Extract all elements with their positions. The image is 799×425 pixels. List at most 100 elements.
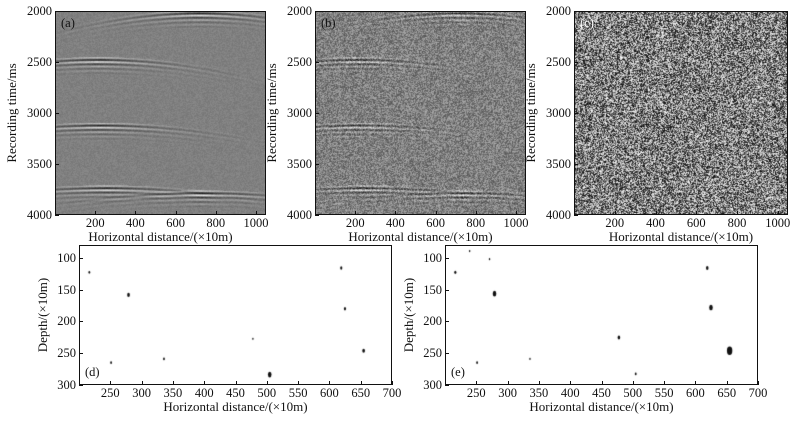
y-tick-mark — [55, 215, 59, 216]
scatter-image — [446, 246, 757, 384]
y-tick-mark — [79, 385, 83, 386]
x-tick-mark — [172, 381, 174, 385]
y-tick-label: 3000 — [546, 106, 571, 120]
x-tick-mark — [632, 381, 634, 385]
x-tick-label: 800 — [206, 216, 226, 230]
x-tick-mark — [475, 211, 477, 215]
x-tick-mark — [538, 381, 540, 385]
y-tick-mark — [574, 164, 578, 165]
x-tick-mark — [255, 211, 257, 215]
x-tick-label: 500 — [257, 386, 277, 400]
x-tick-mark — [737, 211, 739, 215]
x-tick-label: 650 — [351, 386, 371, 400]
x-tick-mark — [175, 211, 177, 215]
y-tick-mark — [445, 257, 449, 259]
y-axis-label: Recording time/ms — [264, 63, 279, 163]
x-tick-mark — [360, 381, 362, 385]
x-axis-label: Horizontal distance/(×10m) — [88, 229, 233, 244]
panel-label: (b) — [321, 16, 336, 30]
y-tick-mark — [55, 11, 59, 12]
y-tick-label: 100 — [57, 250, 76, 265]
x-tick-label: 600 — [686, 386, 705, 400]
y-tick-label: 3500 — [287, 157, 312, 171]
x-axis-label: Horizontal distance/(×10m) — [608, 229, 754, 244]
y-tick-label: 4000 — [27, 208, 52, 222]
y-tick-mark — [574, 215, 578, 216]
y-tick-mark — [445, 321, 449, 323]
y-tick-label: 2500 — [546, 55, 571, 69]
y-tick-mark — [574, 113, 578, 114]
x-tick-mark — [204, 381, 206, 385]
y-tick-label: 250 — [57, 346, 76, 361]
x-tick-mark — [298, 381, 300, 385]
x-tick-label: 300 — [132, 386, 151, 400]
y-tick-mark — [79, 353, 83, 355]
panel-label: (d) — [85, 365, 100, 379]
x-tick-mark — [507, 381, 509, 385]
y-tick-mark — [574, 11, 578, 12]
y-tick-label: 300 — [57, 378, 76, 392]
y-tick-label: 3000 — [287, 106, 312, 120]
y-tick-label: 3500 — [27, 157, 52, 171]
x-tick-label: 400 — [126, 216, 145, 230]
x-tick-label: 600 — [320, 386, 339, 400]
y-tick-label: 2500 — [287, 55, 312, 69]
x-tick-mark — [329, 381, 331, 385]
y-tick-mark — [445, 353, 449, 355]
x-tick-label: 450 — [592, 386, 611, 400]
panel-label: (e) — [451, 365, 465, 379]
x-tick-label: 450 — [226, 386, 245, 400]
x-tick-label: 200 — [85, 216, 105, 230]
x-tick-mark — [95, 211, 97, 215]
x-tick-mark — [476, 381, 478, 385]
y-tick-label: 2000 — [27, 4, 52, 18]
x-axis-label: Horizontal distance/(×10m) — [163, 399, 308, 414]
x-tick-label: 550 — [654, 386, 674, 400]
y-axis-label: Recording time/ms — [4, 63, 19, 163]
x-tick-mark — [110, 381, 112, 385]
y-tick-label: 4000 — [287, 208, 312, 222]
x-tick-label: 250 — [100, 386, 120, 400]
y-tick-label: 2000 — [546, 4, 571, 18]
x-tick-label: 600 — [166, 216, 185, 230]
x-tick-mark — [435, 211, 437, 215]
y-tick-label: 3500 — [546, 157, 571, 171]
y-axis-label: Depth/(×10m) — [35, 277, 50, 353]
plot-area — [55, 11, 266, 215]
x-tick-mark — [664, 381, 666, 385]
x-tick-label: 300 — [498, 386, 517, 400]
seismic-image — [575, 12, 787, 214]
x-tick-mark — [777, 211, 779, 215]
y-tick-label: 250 — [423, 346, 442, 361]
plot-area — [574, 11, 788, 215]
y-tick-label: 150 — [57, 282, 76, 297]
y-tick-mark — [315, 215, 319, 216]
x-tick-mark — [726, 381, 728, 385]
y-tick-mark — [55, 113, 59, 114]
y-tick-label: 3000 — [27, 106, 52, 120]
x-tick-label: 700 — [748, 386, 768, 400]
x-tick-label: 1000 — [243, 216, 269, 230]
y-tick-mark — [315, 62, 319, 63]
x-tick-mark — [614, 211, 616, 215]
x-tick-label: 350 — [163, 386, 183, 400]
scatter-image — [80, 246, 391, 384]
x-tick-mark — [392, 381, 393, 385]
y-tick-mark — [315, 11, 319, 12]
y-axis-label: Recording time/ms — [523, 63, 538, 163]
x-tick-mark — [570, 381, 572, 385]
x-tick-label: 650 — [717, 386, 737, 400]
x-tick-mark — [235, 381, 237, 385]
y-tick-mark — [55, 164, 59, 165]
x-tick-mark — [601, 381, 603, 385]
y-tick-mark — [55, 62, 59, 63]
seismic-image — [316, 12, 525, 214]
x-tick-label: 500 — [623, 386, 643, 400]
x-tick-label: 400 — [560, 386, 580, 400]
x-tick-mark — [515, 211, 517, 215]
x-tick-label: 350 — [529, 386, 549, 400]
y-tick-mark — [79, 257, 83, 259]
plot-area — [445, 245, 758, 385]
x-tick-label: 200 — [605, 216, 625, 230]
y-tick-label: 300 — [423, 378, 442, 392]
